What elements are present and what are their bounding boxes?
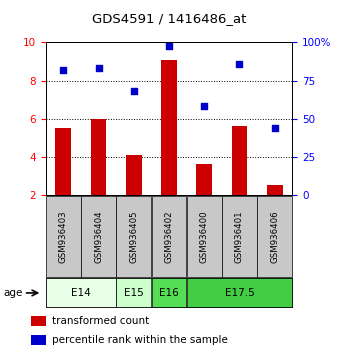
Text: E17.5: E17.5 [225,288,255,298]
Point [61,67,66,73]
FancyBboxPatch shape [46,195,81,277]
Text: E16: E16 [159,288,179,298]
Bar [91,119,106,195]
Text: E14: E14 [71,288,91,298]
Bar [31,335,46,346]
Text: GSM936404: GSM936404 [94,210,103,263]
Point [131,88,137,94]
FancyBboxPatch shape [151,195,187,277]
Text: GDS4591 / 1416486_at: GDS4591 / 1416486_at [92,12,246,25]
Point [201,104,207,109]
FancyBboxPatch shape [116,279,151,307]
Point [237,61,242,67]
Text: E15: E15 [124,288,144,298]
FancyBboxPatch shape [81,195,116,277]
Bar [196,164,212,195]
Text: GSM936406: GSM936406 [270,210,279,263]
Point [96,65,101,71]
Text: GSM936405: GSM936405 [129,210,138,263]
FancyBboxPatch shape [187,195,222,277]
Text: age: age [3,288,23,298]
Text: GSM936402: GSM936402 [165,210,173,263]
Bar [126,155,142,195]
FancyBboxPatch shape [222,195,257,277]
Text: GSM936403: GSM936403 [59,210,68,263]
Point [166,43,172,48]
Bar [232,126,247,195]
FancyBboxPatch shape [46,279,292,307]
Point [272,125,277,131]
Bar [267,185,283,195]
Text: percentile rank within the sample: percentile rank within the sample [52,335,228,345]
FancyBboxPatch shape [116,195,151,277]
FancyBboxPatch shape [257,195,292,277]
Text: GSM936400: GSM936400 [200,210,209,263]
Bar [55,128,71,195]
FancyBboxPatch shape [46,279,116,307]
Bar [161,59,177,195]
Text: transformed count: transformed count [52,316,150,326]
FancyBboxPatch shape [187,279,292,307]
FancyBboxPatch shape [151,279,187,307]
Text: GSM936401: GSM936401 [235,210,244,263]
Bar [31,316,46,326]
